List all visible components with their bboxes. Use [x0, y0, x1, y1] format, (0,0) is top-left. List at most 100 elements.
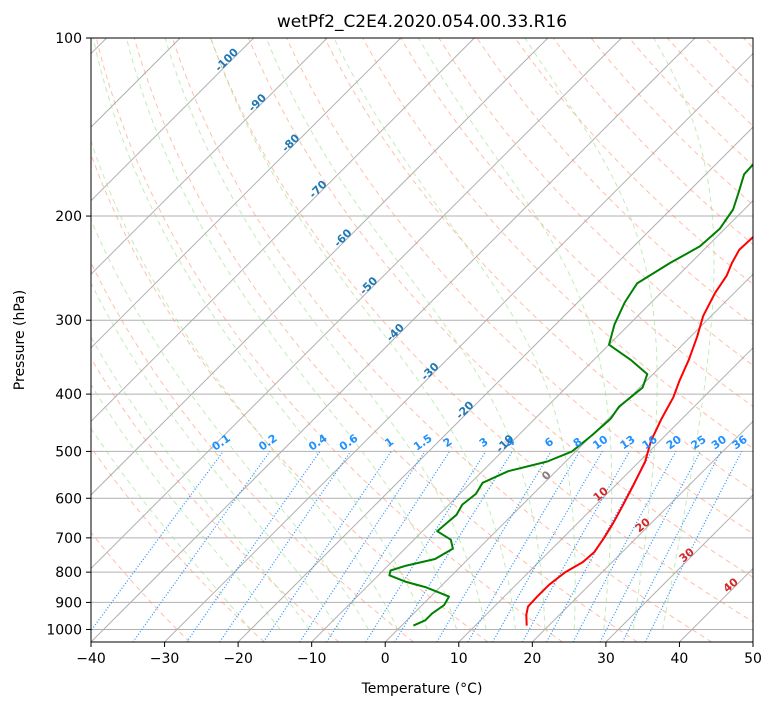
moist-adiabat [265, 38, 546, 630]
isotherm-line [458, 347, 753, 642]
mixing-ratio-label: 36 [730, 433, 750, 453]
isotherm-line [91, 38, 622, 570]
moist-adiabat [91, 383, 281, 630]
mixing-ratio-line [262, 451, 392, 642]
x-tick-label: 10 [450, 651, 468, 667]
isotherm-label: -100 [212, 45, 241, 74]
mixing-ratio-label: 1 [382, 435, 396, 450]
mixing-ratio-line [132, 451, 271, 642]
y-tick-label: 600 [55, 491, 82, 507]
dry-adiabat-label: 40 [721, 575, 741, 595]
mixing-ratio-line [326, 451, 451, 642]
mixing-ratio-line [91, 451, 224, 632]
plot-frame [90, 37, 754, 643]
mixing-ratio-label: 0.4 [306, 431, 330, 453]
dry-adiabat-label: 20 [633, 515, 653, 535]
isotherm-line [91, 38, 328, 275]
y-tick-label: 700 [55, 531, 82, 547]
isotherm-label: -40 [384, 321, 407, 344]
isotherm-label: -80 [279, 131, 302, 154]
dry-adiabat [247, 38, 753, 578]
dry-adiabat [704, 38, 753, 88]
mixing-ratio-label: 6 [542, 435, 556, 450]
profile-series [388, 162, 753, 627]
isotherm-line [311, 199, 753, 642]
dry-adiabat [476, 38, 753, 326]
chart-title: wetPf2_C2E4.2020.054.00.33.R16 [277, 12, 567, 32]
background-lines [91, 38, 753, 642]
y-tick-label: 1000 [46, 622, 82, 638]
moist-adiabat [125, 38, 458, 630]
mixing-ratio-line [644, 451, 743, 642]
dry-adiabat [286, 38, 753, 535]
x-tick-label: 20 [523, 651, 541, 667]
isotherm-label: -60 [331, 226, 354, 249]
isotherm-line [91, 38, 696, 642]
isotherm-line [752, 641, 753, 642]
dewpoint-line [388, 162, 753, 627]
y-axis-label: Pressure (hPa) [12, 290, 28, 390]
isotherm-line [91, 38, 475, 423]
mixing-ratio-line [394, 451, 513, 642]
moist-adiabat [653, 38, 715, 630]
mixing-ratio-line [599, 451, 702, 642]
x-tick-label: −20 [223, 651, 253, 667]
mixing-ratio-line [521, 451, 631, 642]
mixing-ratio-line [572, 451, 677, 642]
y-tick-label: 300 [55, 313, 82, 329]
x-axis-label: Temperature (°C) [361, 681, 483, 697]
dry-adiabat [91, 153, 489, 642]
y-tick-label: 100 [55, 31, 82, 47]
x-tick-label: −30 [150, 651, 180, 667]
chart-grid [91, 38, 753, 642]
x-tick-label: 50 [744, 651, 762, 667]
dry-adiabat-label: 10 [591, 484, 611, 504]
dry-adiabat [91, 446, 265, 642]
dry-adiabat [438, 38, 753, 366]
mixing-ratio-label: 30 [709, 433, 729, 453]
moist-adiabat [417, 38, 613, 630]
isotherm-line [91, 38, 255, 202]
dry-adiabat [95, 38, 563, 642]
moist-adiabat [333, 38, 576, 630]
isotherm-line [91, 38, 402, 349]
y-tick-label: 500 [55, 444, 82, 460]
y-tick-label: 900 [55, 595, 82, 611]
dry-adiabat [91, 357, 340, 642]
isotherm-label: -90 [246, 91, 269, 114]
x-tick-label: 0 [381, 651, 390, 667]
y-tick-label: 800 [55, 565, 82, 581]
mixing-ratio-label: 3 [477, 435, 491, 450]
moist-adiabat [92, 38, 428, 630]
isotherm-line [531, 420, 753, 642]
dry-adiabat [133, 38, 638, 642]
isotherm-line [384, 273, 753, 642]
isotherm-line [605, 494, 753, 642]
y-tick-label: 200 [55, 209, 82, 225]
mixing-ratio-label: 1.5 [411, 432, 434, 454]
x-tick-label: 30 [597, 651, 615, 667]
mixing-ratio-line [365, 451, 487, 642]
moist-adiabat [164, 38, 487, 630]
dry-adiabat [514, 38, 753, 285]
x-tick-label: −10 [297, 651, 327, 667]
dry-adiabat [171, 38, 713, 642]
isotherm-line [237, 126, 753, 642]
mixing-ratio-label: 0.1 [209, 432, 232, 454]
mixing-ratio-label: 10 [590, 433, 610, 453]
mixing-ratio-line [299, 451, 426, 642]
axis-ticks: −40 −30 −20 −10 0 10 20 30 40 50 1000 900 800 700 600 5… [46, 31, 762, 667]
x-tick-label: −40 [76, 651, 106, 667]
mixing-ratio-line [622, 451, 722, 642]
dry-adiabat [91, 531, 191, 642]
dry-adiabat [552, 38, 753, 245]
mixing-ratio-line [467, 451, 581, 642]
mixing-ratio-label: 25 [689, 433, 709, 452]
isotherm-label: -20 [453, 398, 476, 421]
isotherm-label: -70 [306, 177, 329, 200]
mixing-ratio-label: 16 [640, 433, 660, 453]
y-tick-label: 400 [55, 387, 82, 403]
isotherm-line [91, 38, 549, 496]
dry-adiabat [400, 38, 753, 408]
